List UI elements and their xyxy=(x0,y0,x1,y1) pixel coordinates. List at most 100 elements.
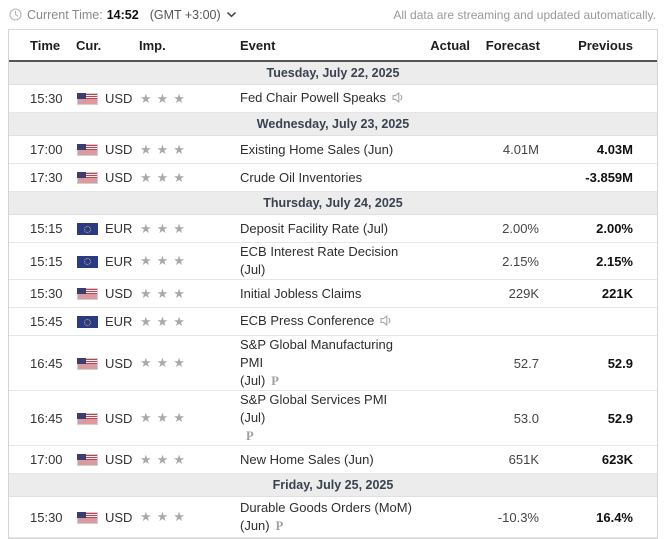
importance-stars: ★★★ xyxy=(140,253,190,268)
event-name[interactable]: Initial Jobless Claims xyxy=(240,285,362,301)
importance-stars: ★★★ xyxy=(140,169,190,185)
event-row: 15:15 EUR ★★★ ECB Interest Rate Decision… xyxy=(9,242,657,280)
column-header-importance: Imp. xyxy=(139,30,231,62)
event-name[interactable]: Deposit Facility Rate (Jul) xyxy=(240,220,389,236)
time-cell: 16:45 xyxy=(9,335,76,391)
time-cell: 15:30 xyxy=(9,279,76,308)
preliminary-p-icon: P xyxy=(246,429,254,443)
previous-cell: 623K xyxy=(540,445,657,474)
column-header-currency: Cur. xyxy=(76,30,139,62)
us-flag-icon xyxy=(77,144,98,156)
date-section-header: Friday, July 25, 2025 xyxy=(9,473,657,497)
column-header-event: Event xyxy=(231,30,420,62)
previous-cell: 2.15% xyxy=(540,242,657,280)
currency-cell: USD xyxy=(76,135,139,164)
currency-code: USD xyxy=(105,286,133,301)
event-name[interactable]: Fed Chair Powell Speaks xyxy=(240,90,386,105)
event-cell: Existing Home Sales (Jun) xyxy=(231,135,420,164)
event-name[interactable]: Crude Oil Inventories xyxy=(240,169,363,185)
event-cell: Crude Oil Inventories xyxy=(231,163,420,192)
forecast-cell xyxy=(470,84,540,113)
us-flag-icon xyxy=(77,288,98,300)
actual-cell xyxy=(420,242,470,280)
currency-code: EUR xyxy=(105,314,133,329)
us-flag-icon xyxy=(77,454,98,466)
column-header-forecast: Forecast xyxy=(470,30,540,62)
event-cell: S&P Global Services PMI (Jul) P xyxy=(231,390,420,446)
event-row: 15:15 EUR ★★★ Deposit Facility Rate (Jul… xyxy=(9,214,657,243)
currency-cell: USD xyxy=(76,445,139,474)
event-cell: S&P Global Manufacturing PMI (Jul) P xyxy=(231,335,420,391)
previous-cell: 4.03M xyxy=(540,135,657,164)
event-name[interactable]: (Jun) xyxy=(240,518,270,533)
event-name[interactable]: New Home Sales (Jun) xyxy=(240,451,374,467)
previous-cell: 52.9 xyxy=(540,390,657,446)
actual-cell xyxy=(420,163,470,192)
importance-stars: ★★★ xyxy=(140,141,190,157)
time-cell: 15:30 xyxy=(9,496,76,538)
currency-code: USD xyxy=(105,410,133,426)
time-cell: 15:15 xyxy=(9,214,76,243)
date-section-row: Wednesday, July 23, 2025 xyxy=(9,112,657,136)
previous-cell xyxy=(540,307,657,336)
event-cell: Fed Chair Powell Speaks xyxy=(231,84,420,113)
currency-code: USD xyxy=(105,142,133,157)
economic-calendar-table: Time Cur. Imp. Event Actual Forecast Pre… xyxy=(8,29,658,539)
importance-cell: ★★★ xyxy=(139,242,231,280)
calendar-body: Tuesday, July 22, 2025 15:30 USD ★★★ Fed… xyxy=(9,60,657,538)
date-section-row: Thursday, July 24, 2025 xyxy=(9,191,657,215)
previous-cell: 2.00% xyxy=(540,214,657,243)
preliminary-p-icon: P xyxy=(271,374,279,388)
date-section-row: Tuesday, July 22, 2025 xyxy=(9,60,657,85)
event-name[interactable]: (Jul) xyxy=(240,373,266,388)
importance-cell: ★★★ xyxy=(139,307,231,336)
event-cell: Durable Goods Orders (MoM) (Jun) P xyxy=(231,496,420,538)
importance-cell: ★★★ xyxy=(139,163,231,192)
time-cell: 16:45 xyxy=(9,390,76,446)
event-name[interactable]: S&P Global Services PMI (Jul) xyxy=(240,392,388,425)
date-section-header: Tuesday, July 22, 2025 xyxy=(9,60,657,85)
previous-cell: 16.4% xyxy=(540,496,657,538)
us-flag-icon xyxy=(77,93,98,105)
event-row: 15:30 USD ★★★ Initial Jobless Claims 229… xyxy=(9,279,657,308)
currency-code: USD xyxy=(105,509,133,525)
event-row: 17:30 USD ★★★ Crude Oil Inventories -3.8… xyxy=(9,163,657,192)
importance-stars: ★★★ xyxy=(140,355,190,370)
currency-cell: USD xyxy=(76,390,139,446)
us-flag-icon xyxy=(77,172,98,184)
eu-flag-icon xyxy=(77,223,98,235)
forecast-cell: 52.7 xyxy=(470,335,540,391)
date-section-row: Friday, July 25, 2025 xyxy=(9,473,657,497)
importance-cell: ★★★ xyxy=(139,496,231,538)
event-name[interactable]: Existing Home Sales (Jun) xyxy=(240,141,394,157)
forecast-cell xyxy=(470,307,540,336)
forecast-cell: 2.00% xyxy=(470,214,540,243)
importance-cell: ★★★ xyxy=(139,335,231,391)
currency-cell: EUR xyxy=(76,242,139,280)
eu-flag-icon xyxy=(77,255,98,268)
event-cell: ECB Interest Rate Decision (Jul) xyxy=(231,242,420,280)
event-row: 17:00 USD ★★★ New Home Sales (Jun) 651K … xyxy=(9,445,657,474)
previous-cell xyxy=(540,84,657,113)
event-name[interactable]: Durable Goods Orders (MoM) xyxy=(240,500,412,515)
actual-cell xyxy=(420,307,470,336)
calendar-toolbar: Current Time: 14:52 (GMT +3:00) All data… xyxy=(0,0,666,29)
forecast-cell: -10.3% xyxy=(470,496,540,538)
currency-code: EUR xyxy=(105,221,133,236)
event-row: 16:45 USD ★★★ S&P Global Manufacturing P… xyxy=(9,335,657,391)
eu-flag-icon xyxy=(77,316,98,328)
event-name[interactable]: ECB Interest Rate Decision (Jul) xyxy=(240,244,399,277)
previous-cell: 52.9 xyxy=(540,335,657,391)
forecast-cell: 53.0 xyxy=(470,390,540,446)
timezone-selector[interactable]: (GMT +3:00) xyxy=(148,8,236,22)
event-row: 15:30 USD ★★★ Durable Goods Orders (MoM)… xyxy=(9,496,657,538)
event-name[interactable]: ECB Press Conference xyxy=(240,313,375,328)
event-name[interactable]: S&P Global Manufacturing PMI xyxy=(240,337,393,370)
importance-cell: ★★★ xyxy=(139,279,231,308)
actual-cell xyxy=(420,214,470,243)
importance-cell: ★★★ xyxy=(139,445,231,474)
speaker-icon xyxy=(380,313,394,331)
column-header-time: Time xyxy=(9,30,76,62)
time-cell: 17:00 xyxy=(9,445,76,474)
forecast-cell: 651K xyxy=(470,445,540,474)
